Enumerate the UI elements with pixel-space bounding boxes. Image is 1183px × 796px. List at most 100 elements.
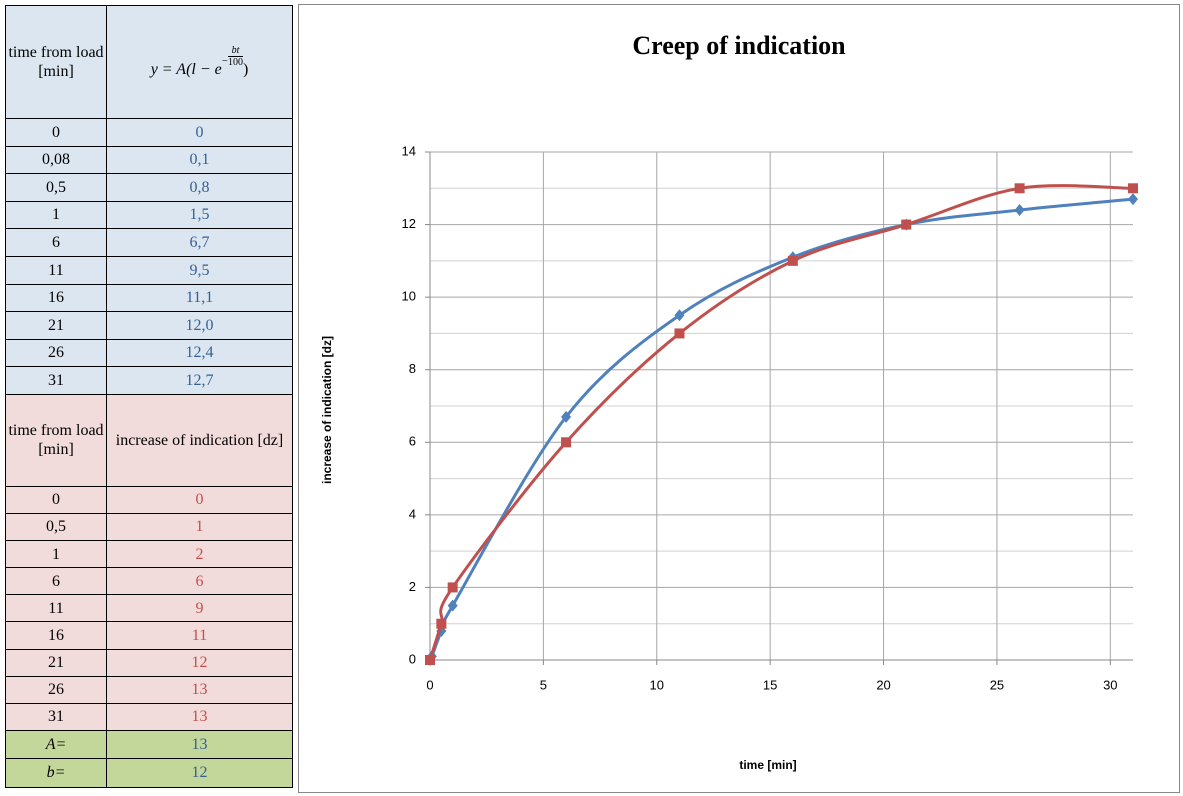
row: 26 13 bbox=[5, 675, 293, 704]
formula-sign: − bbox=[221, 55, 228, 68]
marker bbox=[1014, 204, 1025, 217]
cell: 21 bbox=[5, 311, 107, 340]
cell: 31 bbox=[5, 366, 107, 395]
cell: 0 bbox=[106, 485, 293, 515]
marker bbox=[674, 328, 685, 339]
marker bbox=[561, 410, 572, 423]
row: 1 1,5 bbox=[5, 200, 293, 230]
cell: 9,5 bbox=[106, 255, 293, 285]
chart-title: Creep of indication bbox=[632, 31, 846, 60]
cell: 0,08 bbox=[5, 145, 107, 175]
cell: 1 bbox=[106, 513, 293, 542]
x-tick-label: 10 bbox=[650, 677, 664, 692]
param-cell: 12 bbox=[106, 758, 293, 788]
cell: 2 bbox=[106, 540, 293, 569]
y-axis-label: increase of indication [dz] bbox=[320, 336, 334, 484]
chart-frame bbox=[298, 4, 1180, 793]
cell: 13 bbox=[106, 675, 293, 704]
cell: 16 bbox=[5, 283, 107, 313]
row: 0,5 1 bbox=[5, 513, 293, 542]
y-tick-label: 10 bbox=[402, 289, 416, 304]
cell: 0 bbox=[5, 485, 107, 515]
cell: 1,5 bbox=[106, 200, 293, 230]
row: 21 12 bbox=[5, 648, 293, 677]
row: 16 11 bbox=[5, 621, 293, 650]
cell: 13 bbox=[106, 702, 293, 731]
row: 16 11,1 bbox=[5, 283, 293, 313]
cell: 11 bbox=[106, 621, 293, 650]
formula-close: ) bbox=[242, 60, 249, 78]
header-cell: time from load [min] bbox=[5, 5, 107, 119]
marker bbox=[561, 437, 572, 448]
marker bbox=[447, 599, 458, 612]
x-tick-label: 15 bbox=[763, 677, 777, 692]
cell: 12 bbox=[106, 648, 293, 677]
x-tick-label: 25 bbox=[990, 677, 1004, 692]
x-axis-label: time [min] bbox=[739, 758, 796, 772]
cell: 6 bbox=[5, 228, 107, 257]
header-cell: increase of indication [dz] bbox=[106, 393, 293, 487]
y-tick-label: 14 bbox=[402, 143, 416, 158]
cell: 1 bbox=[5, 540, 107, 569]
row: 0,5 0,8 bbox=[5, 173, 293, 202]
cell: 0 bbox=[106, 118, 293, 147]
row: 31 12,7 bbox=[5, 366, 293, 395]
y-tick-label: 6 bbox=[409, 434, 416, 449]
cell: 0,1 bbox=[106, 145, 293, 175]
marker bbox=[447, 582, 458, 593]
formula-open: (l − e bbox=[186, 60, 222, 78]
cell: 31 bbox=[5, 702, 107, 731]
row: 31 13 bbox=[5, 702, 293, 731]
marker bbox=[1128, 193, 1138, 206]
cell: 0,8 bbox=[106, 173, 293, 202]
marker bbox=[901, 219, 912, 230]
row: 26 12,4 bbox=[5, 338, 293, 368]
cell: 12,7 bbox=[106, 366, 293, 395]
y-tick-label: 4 bbox=[409, 506, 416, 521]
cell: 6,7 bbox=[106, 228, 293, 257]
cell: 26 bbox=[5, 338, 107, 368]
marker bbox=[425, 655, 435, 665]
cell: 6 bbox=[106, 567, 293, 596]
row: 11 9,5 bbox=[5, 255, 293, 285]
marker bbox=[436, 618, 447, 629]
x-tick-label: 30 bbox=[1103, 677, 1117, 692]
cell: 9 bbox=[106, 594, 293, 623]
header-text: time from load [min] bbox=[8, 422, 104, 459]
row: 6 6,7 bbox=[5, 228, 293, 257]
header-row: time from load [min] y = A(l − e− bt 100) bbox=[5, 5, 293, 119]
y-tick-label: 2 bbox=[409, 579, 416, 594]
marker bbox=[674, 309, 685, 322]
formula-den: 100 bbox=[227, 56, 243, 68]
marker bbox=[1128, 183, 1138, 194]
formula-lhs: y = A bbox=[150, 60, 187, 78]
param-cell: b= bbox=[5, 758, 107, 788]
cell: 11,1 bbox=[106, 283, 293, 313]
header-row: time from load [min] increase of indicati… bbox=[5, 393, 293, 487]
param-cell: A= bbox=[5, 729, 107, 760]
cell: 11 bbox=[5, 255, 107, 285]
x-tick-label: 5 bbox=[540, 677, 547, 692]
header-cell: time from load [min] bbox=[5, 393, 107, 487]
marker bbox=[1014, 183, 1025, 194]
cell: 1 bbox=[5, 200, 107, 230]
row: 0,08 0,1 bbox=[5, 145, 293, 175]
row: 21 12,0 bbox=[5, 311, 293, 340]
cell: 0 bbox=[5, 118, 107, 147]
data-table: time from load [min] y = A(l − e− bt 100) 0 0… bbox=[5, 5, 293, 788]
chart: Creep of indication time [min] increase … bbox=[298, 4, 1180, 793]
cell: 0,5 bbox=[5, 513, 107, 542]
cell: 21 bbox=[5, 648, 107, 677]
header-cell: y = A(l − e− bt 100) bbox=[106, 5, 293, 119]
header-text: increase of indication [dz] bbox=[115, 431, 284, 449]
header-text: time from load [min] bbox=[8, 43, 104, 80]
y-tick-label: 12 bbox=[402, 216, 416, 231]
cell: 6 bbox=[5, 567, 107, 596]
param-row: b= 12 bbox=[5, 758, 293, 788]
y-tick-label: 8 bbox=[409, 361, 416, 376]
